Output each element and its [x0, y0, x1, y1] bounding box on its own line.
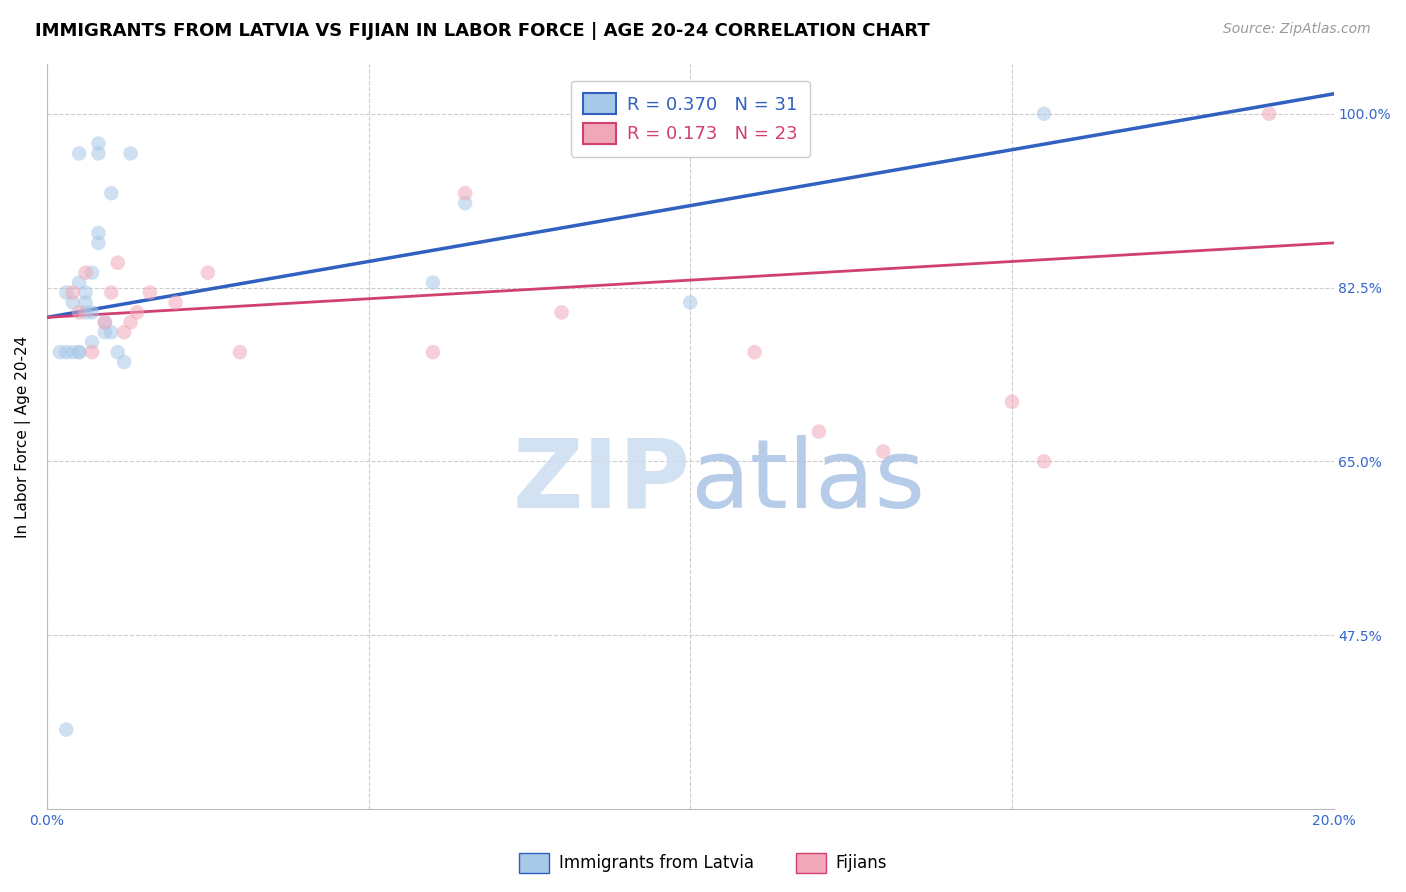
Point [165, 295, 187, 310]
Point [872, 444, 894, 458]
Point [87, 136, 110, 151]
Point [125, 305, 148, 319]
Point [75, 295, 97, 310]
Point [75, 305, 97, 319]
Point [139, 285, 162, 300]
Point [67, 345, 90, 359]
Point [107, 345, 129, 359]
Point [1033, 454, 1056, 468]
Point [550, 305, 572, 319]
Point [112, 325, 135, 339]
Point [454, 186, 477, 201]
Point [100, 285, 122, 300]
Point [120, 146, 142, 161]
Point [107, 256, 129, 270]
Point [62, 285, 84, 300]
Point [80, 305, 103, 319]
Text: atlas: atlas [690, 434, 925, 528]
Point [55, 723, 77, 737]
Point [49, 345, 72, 359]
Point [87, 235, 110, 250]
Point [80, 345, 103, 359]
Point [422, 276, 444, 290]
Point [55, 285, 77, 300]
Point [67, 305, 90, 319]
Point [67, 345, 90, 359]
Point [120, 315, 142, 329]
Point [94, 315, 117, 329]
Point [1033, 106, 1056, 120]
Point [112, 355, 135, 369]
Point [100, 325, 122, 339]
Point [94, 325, 117, 339]
Point [229, 345, 252, 359]
Point [67, 146, 90, 161]
Point [807, 425, 830, 439]
Point [94, 315, 117, 329]
Point [87, 146, 110, 161]
Point [744, 345, 766, 359]
Point [1258, 106, 1281, 120]
Point [62, 345, 84, 359]
Point [454, 196, 477, 211]
Legend: R = 0.370   N = 31, R = 0.173   N = 23: R = 0.370 N = 31, R = 0.173 N = 23 [571, 80, 810, 157]
Text: ZIP: ZIP [512, 434, 690, 528]
Point [80, 266, 103, 280]
Point [100, 186, 122, 201]
Point [67, 276, 90, 290]
Point [62, 295, 84, 310]
Point [87, 226, 110, 240]
Point [422, 345, 444, 359]
Point [55, 345, 77, 359]
Point [1001, 394, 1024, 409]
Legend: Immigrants from Latvia, Fijians: Immigrants from Latvia, Fijians [512, 847, 894, 880]
Point [80, 335, 103, 350]
Text: IMMIGRANTS FROM LATVIA VS FIJIAN IN LABOR FORCE | AGE 20-24 CORRELATION CHART: IMMIGRANTS FROM LATVIA VS FIJIAN IN LABO… [35, 22, 929, 40]
Point [75, 285, 97, 300]
Y-axis label: In Labor Force | Age 20-24: In Labor Force | Age 20-24 [15, 335, 31, 538]
Point [197, 266, 219, 280]
Point [679, 295, 702, 310]
Text: Source: ZipAtlas.com: Source: ZipAtlas.com [1223, 22, 1371, 37]
Point [75, 266, 97, 280]
